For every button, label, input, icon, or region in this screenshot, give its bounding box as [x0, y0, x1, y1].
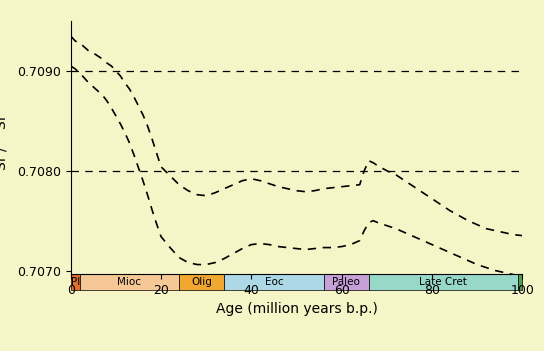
FancyBboxPatch shape [369, 274, 518, 291]
Y-axis label: $^{87}$Sr / $^{86}$Sr: $^{87}$Sr / $^{86}$Sr [0, 112, 11, 183]
Text: Olig: Olig [191, 277, 212, 287]
Text: Pl: Pl [71, 277, 80, 287]
FancyBboxPatch shape [179, 274, 224, 291]
X-axis label: Age (million years b.p.): Age (million years b.p.) [215, 302, 378, 316]
FancyBboxPatch shape [71, 274, 80, 291]
FancyBboxPatch shape [518, 274, 522, 291]
Text: Mioc: Mioc [118, 277, 141, 287]
Text: Late Cret: Late Cret [419, 277, 467, 287]
FancyBboxPatch shape [80, 274, 179, 291]
FancyBboxPatch shape [224, 274, 324, 291]
Text: Eoc: Eoc [264, 277, 283, 287]
FancyBboxPatch shape [324, 274, 369, 291]
Text: Paleo: Paleo [332, 277, 360, 287]
